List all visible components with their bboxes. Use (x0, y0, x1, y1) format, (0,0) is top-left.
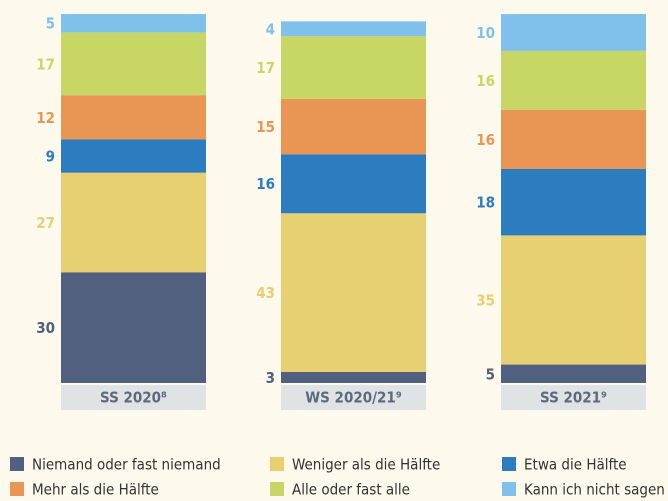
bar-segment (281, 154, 426, 214)
legend-label: Kann ich nicht sagen (524, 481, 665, 499)
value-label: 3 (266, 369, 275, 387)
category-box (61, 385, 206, 410)
value-label: 5 (486, 365, 495, 383)
legend-swatch (270, 457, 284, 471)
bar-segment (281, 371, 426, 383)
legend-label: Niemand oder fast niemand (32, 456, 221, 474)
bar-segment (501, 168, 646, 236)
legend-swatch (502, 457, 516, 471)
legend-label: Etwa die Hälfte (524, 456, 627, 474)
legend-label: Mehr als die Hälfte (32, 481, 159, 499)
value-label: 17 (256, 59, 275, 77)
value-label: 43 (256, 284, 275, 302)
bar-segment (281, 98, 426, 155)
category-box (281, 385, 426, 410)
value-label: 35 (476, 291, 495, 309)
legend-swatch (10, 457, 24, 471)
value-label: 18 (476, 194, 495, 212)
legend-swatch (10, 482, 24, 496)
x-tick-label: SS 2021⁹ (540, 389, 607, 407)
value-label: 30 (36, 319, 55, 337)
value-label: 4 (266, 20, 275, 38)
bar-segment (501, 14, 646, 51)
bar-segment (501, 364, 646, 383)
bar-segment (501, 109, 646, 169)
value-label: 10 (476, 24, 495, 42)
bar-segment (501, 50, 646, 110)
value-label: 5 (46, 15, 55, 33)
bar-segment (61, 95, 206, 140)
value-label: 27 (36, 214, 55, 232)
bar-segment (61, 172, 206, 273)
x-tick-label: WS 2020/21⁹ (305, 389, 402, 407)
legend-label: Weniger als die Hälfte (292, 456, 440, 474)
bar-segment (61, 32, 206, 96)
category-box (501, 385, 646, 410)
legend-swatch (270, 482, 284, 496)
bar-segment (61, 14, 206, 33)
x-tick-label: SS 2020⁸ (100, 389, 167, 407)
legend-swatch (502, 482, 516, 496)
value-label: 15 (256, 118, 275, 136)
value-label: 12 (36, 109, 55, 127)
value-label: 9 (46, 148, 55, 166)
value-label: 16 (256, 175, 275, 193)
value-label: 16 (476, 131, 495, 149)
bar-segment (281, 213, 426, 372)
bar-segment (61, 139, 206, 173)
bar-segment (281, 21, 426, 37)
bar-segment (281, 36, 426, 99)
legend-label: Alle oder fast alle (292, 481, 410, 499)
bar-segment (501, 235, 646, 365)
value-label: 17 (36, 55, 55, 73)
bar-segment (61, 272, 206, 383)
value-label: 16 (476, 72, 495, 90)
